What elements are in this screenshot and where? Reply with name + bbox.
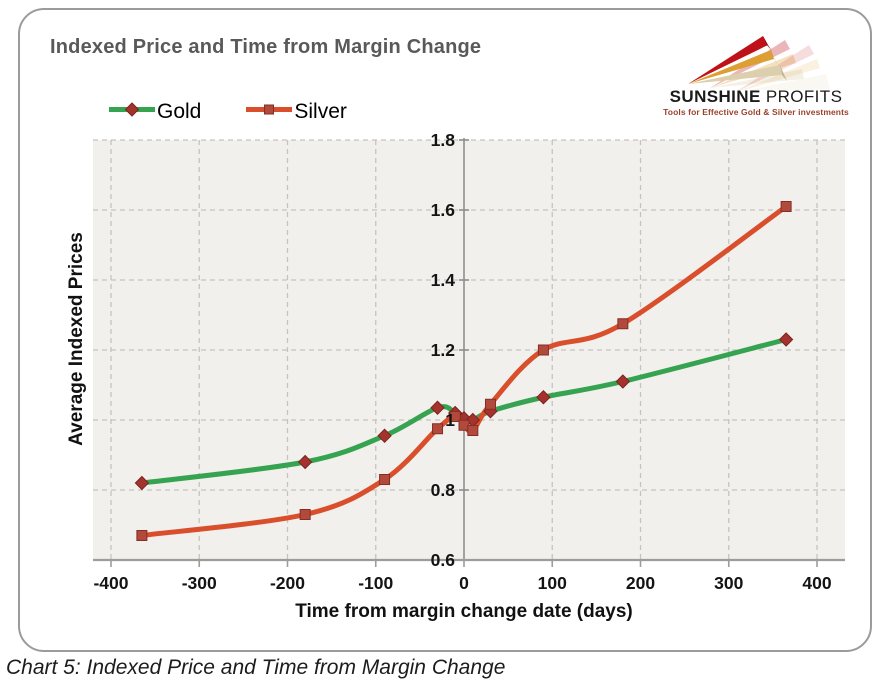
data-marker-silver (467, 425, 479, 436)
data-marker-silver (299, 509, 311, 520)
logo-streak-echo (748, 74, 830, 90)
logo-streak-tan (688, 65, 782, 84)
gold-line-sample-icon (108, 101, 156, 123)
logo-brand-name: SUNSHINE PROFITS (648, 88, 864, 106)
chart-legend: Gold Silver (108, 100, 347, 124)
data-marker-silver (379, 474, 391, 485)
y-tick-label: 0.8 (431, 480, 456, 500)
price-time-line-chart: 0.6 0.8 1 1.2 1.4 1.6 1.8 -400 -300 -200 -100 0 100 2… (93, 130, 845, 593)
x-tick-label: 0 (459, 573, 469, 593)
figure-caption: Chart 5: Indexed Price and Time from Mar… (6, 656, 506, 679)
data-marker-gold (297, 454, 313, 470)
logo-tagline: Tools for Effective Gold & Silver invest… (663, 106, 849, 117)
silver-line-sample-icon (245, 101, 293, 123)
data-marker-silver (537, 344, 549, 356)
logo-streak-red (688, 36, 768, 84)
sunshine-profits-logo-icon (688, 36, 830, 90)
data-marker-silver (449, 411, 461, 422)
x-tick-label: -100 (358, 573, 393, 593)
data-marker-gold (778, 332, 794, 347)
legend-line-icon (109, 102, 155, 117)
data-marker-gold (615, 374, 631, 389)
x-tick-label: -200 (270, 573, 305, 593)
logo-word-sunshine: SUNSHINE (669, 87, 761, 106)
legend-item-gold: Gold (108, 100, 201, 124)
data-marker-gold (377, 428, 392, 443)
data-marker-silver (484, 398, 496, 410)
chart-title: Indexed Price and Time from Margin Chang… (50, 36, 482, 58)
logo-streak-gold (688, 50, 774, 84)
x-tick-label: -400 (93, 573, 128, 593)
data-marker-gold (536, 390, 551, 405)
data-marker-gold (430, 400, 445, 415)
x-tick-label: -300 (182, 573, 217, 593)
data-marker-gold (134, 475, 150, 491)
y-axis-title: Average Indexed Prices (66, 232, 87, 446)
logo-word-profits: PROFITS (765, 87, 843, 106)
y-tick-label: 1 (445, 410, 455, 430)
y-tick-label: 1.4 (431, 270, 456, 290)
legend-label-silver: Silver (294, 100, 347, 123)
legend-item-silver: Silver (245, 100, 347, 124)
data-marker-silver (617, 318, 629, 330)
data-marker-silver (136, 530, 148, 541)
x-tick-label: 400 (802, 573, 831, 593)
legend-line-icon (246, 104, 293, 115)
y-tick-label: 1.8 (431, 130, 456, 150)
x-tick-label: 300 (714, 573, 743, 593)
y-tick-label: 1.6 (431, 200, 456, 220)
data-marker-silver (780, 201, 792, 212)
legend-label-gold: Gold (157, 100, 202, 123)
x-tick-label: 200 (626, 573, 655, 593)
x-tick-label: 100 (538, 573, 567, 593)
y-tick-label: 0.6 (431, 550, 456, 570)
data-marker-silver (432, 423, 444, 435)
y-tick-label: 1.2 (431, 340, 456, 360)
x-axis-title: Time from margin change date (days) (295, 601, 633, 622)
sunshine-profits-logo: SUNSHINE PROFITS Tools for Effective Gol… (648, 24, 864, 124)
